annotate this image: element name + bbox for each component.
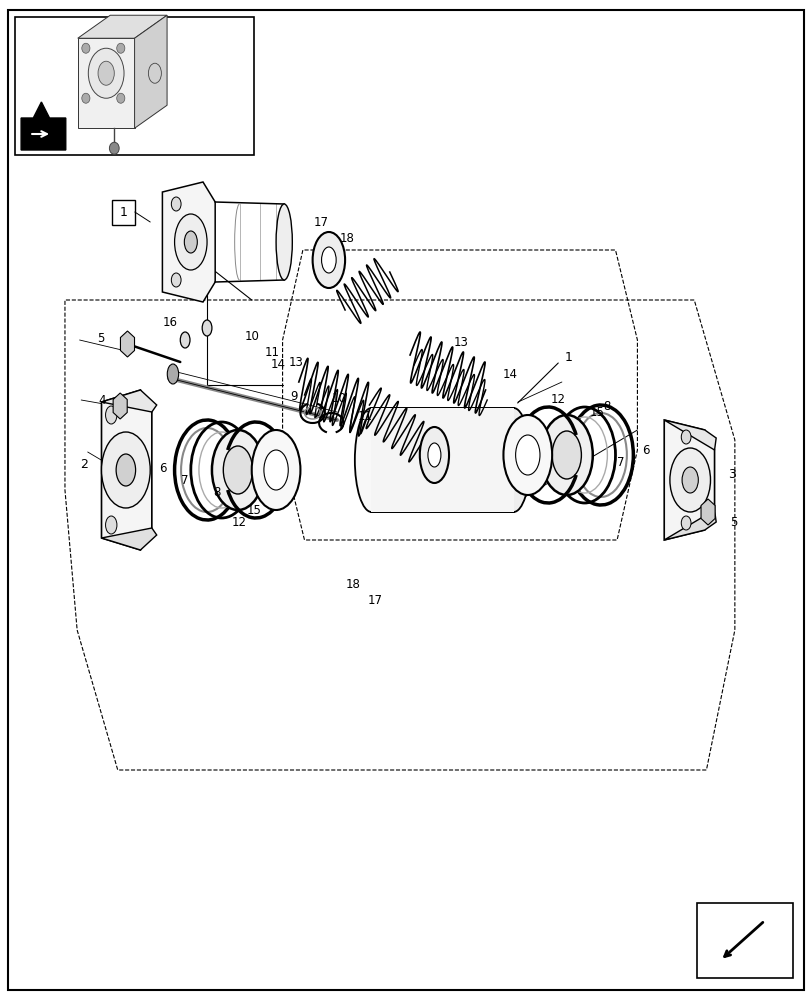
Ellipse shape	[180, 332, 190, 348]
Text: 11: 11	[358, 410, 372, 424]
Text: 16: 16	[163, 316, 178, 330]
Ellipse shape	[174, 214, 207, 270]
Ellipse shape	[212, 430, 264, 510]
Ellipse shape	[117, 43, 125, 53]
Polygon shape	[78, 38, 135, 128]
Text: 17: 17	[367, 593, 382, 606]
Text: 10: 10	[332, 392, 346, 406]
Ellipse shape	[515, 435, 539, 475]
Text: 5: 5	[729, 516, 737, 528]
Ellipse shape	[117, 93, 125, 103]
Ellipse shape	[98, 61, 114, 85]
Text: 15: 15	[247, 503, 261, 516]
Polygon shape	[113, 393, 127, 419]
Ellipse shape	[681, 467, 697, 493]
Text: 1: 1	[564, 351, 572, 364]
Ellipse shape	[101, 432, 150, 508]
Ellipse shape	[105, 406, 117, 424]
Ellipse shape	[419, 427, 448, 483]
Text: 12: 12	[551, 393, 565, 406]
Polygon shape	[101, 390, 157, 412]
Text: 4: 4	[98, 394, 106, 408]
Bar	[696, 903, 792, 978]
Text: 18: 18	[340, 232, 354, 244]
Text: 7: 7	[180, 474, 188, 487]
Ellipse shape	[88, 48, 124, 98]
Ellipse shape	[503, 415, 551, 495]
Text: 7: 7	[616, 456, 624, 470]
Text: 13: 13	[453, 336, 468, 349]
Polygon shape	[78, 15, 167, 38]
Ellipse shape	[167, 364, 178, 384]
Ellipse shape	[171, 197, 181, 211]
Polygon shape	[120, 331, 135, 357]
Text: 5: 5	[97, 332, 105, 346]
Ellipse shape	[321, 247, 336, 273]
Ellipse shape	[680, 516, 690, 530]
Ellipse shape	[116, 454, 135, 486]
Text: 8: 8	[603, 400, 611, 413]
Polygon shape	[101, 390, 152, 550]
Ellipse shape	[82, 43, 90, 53]
Ellipse shape	[276, 204, 292, 280]
Text: 1: 1	[119, 206, 127, 219]
Ellipse shape	[109, 142, 119, 154]
Ellipse shape	[184, 231, 197, 253]
Polygon shape	[663, 420, 715, 450]
Text: 6: 6	[158, 462, 166, 475]
Ellipse shape	[312, 232, 345, 288]
Ellipse shape	[354, 408, 388, 512]
Ellipse shape	[264, 450, 288, 490]
Text: 14: 14	[271, 358, 285, 370]
Ellipse shape	[540, 415, 592, 495]
Ellipse shape	[427, 443, 440, 467]
Text: 3: 3	[727, 468, 736, 482]
Text: 2: 2	[79, 458, 88, 472]
Ellipse shape	[105, 516, 117, 534]
Bar	[112, 200, 135, 225]
Text: 15: 15	[589, 406, 603, 419]
Text: 10: 10	[244, 330, 259, 344]
Polygon shape	[135, 15, 167, 128]
Text: 17: 17	[313, 216, 328, 229]
Text: 12: 12	[232, 516, 247, 528]
Ellipse shape	[82, 93, 90, 103]
Text: 14: 14	[502, 368, 517, 381]
Text: 9: 9	[290, 390, 298, 403]
Bar	[15, 17, 254, 155]
Text: 13: 13	[289, 357, 303, 369]
Ellipse shape	[171, 273, 181, 287]
Polygon shape	[663, 420, 714, 540]
Text: 11: 11	[264, 346, 279, 359]
Polygon shape	[700, 499, 714, 525]
Polygon shape	[371, 408, 513, 512]
Polygon shape	[663, 510, 715, 540]
Text: 6: 6	[641, 444, 649, 456]
Ellipse shape	[223, 446, 252, 494]
Polygon shape	[21, 102, 66, 150]
Ellipse shape	[496, 408, 530, 512]
Ellipse shape	[251, 430, 300, 510]
Ellipse shape	[680, 430, 690, 444]
Polygon shape	[162, 182, 215, 302]
Text: 18: 18	[345, 578, 360, 590]
Ellipse shape	[551, 431, 581, 479]
Polygon shape	[101, 528, 157, 550]
Ellipse shape	[202, 320, 212, 336]
Text: 8: 8	[212, 486, 221, 498]
Ellipse shape	[669, 448, 710, 512]
